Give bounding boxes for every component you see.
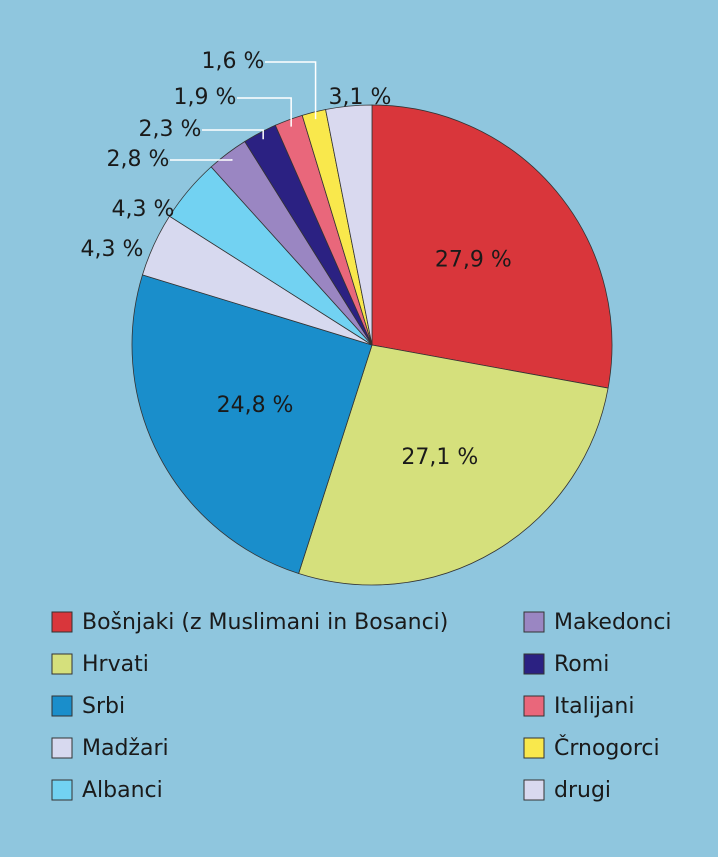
data-label: 1,6 % [202,49,265,74]
legend-label: drugi [554,778,611,803]
legend: Bošnjaki (z Muslimani in Bosanci) Hrvati S… [51,610,672,803]
legend-label: Bošnjaki (z Muslimani in Bosanci) [82,610,448,635]
data-label: 27,1 % [401,445,478,470]
legend-swatch [523,611,545,633]
legend-label: Madžari [82,736,169,761]
data-label: 24,8 % [217,393,294,418]
legend-swatch [51,779,73,801]
leader-line [202,129,264,140]
data-label: 4,3 % [112,197,175,222]
legend-swatch [523,779,545,801]
legend-label: Italijani [554,694,634,719]
legend-swatch [523,737,545,759]
pie-slice [325,104,373,346]
legend-swatch [51,611,73,633]
legend-swatch [51,737,73,759]
legend-swatch [51,653,73,675]
legend-label: Črnogorci [554,735,660,761]
data-label: 2,8 % [107,147,170,172]
data-label: 1,9 % [174,85,237,110]
legend-swatch [523,653,545,675]
leader-line [170,159,233,161]
data-label: 27,9 % [435,247,512,272]
data-label: 4,3 % [81,237,144,262]
data-label: 2,3 % [139,117,202,142]
legend-swatch [51,695,73,717]
pie-slice [298,344,609,586]
pie-slice [371,104,613,389]
leader-line [265,61,317,120]
legend-label: Hrvati [82,652,149,677]
legend-label: Makedonci [554,610,672,635]
legend-label: Romi [554,652,609,677]
legend-label: Albanci [82,778,163,803]
legend-label: Srbi [82,694,125,719]
legend-swatch [523,695,545,717]
data-label: 3,1 % [329,85,392,110]
leader-line [237,97,292,127]
pie-slice [131,274,373,575]
